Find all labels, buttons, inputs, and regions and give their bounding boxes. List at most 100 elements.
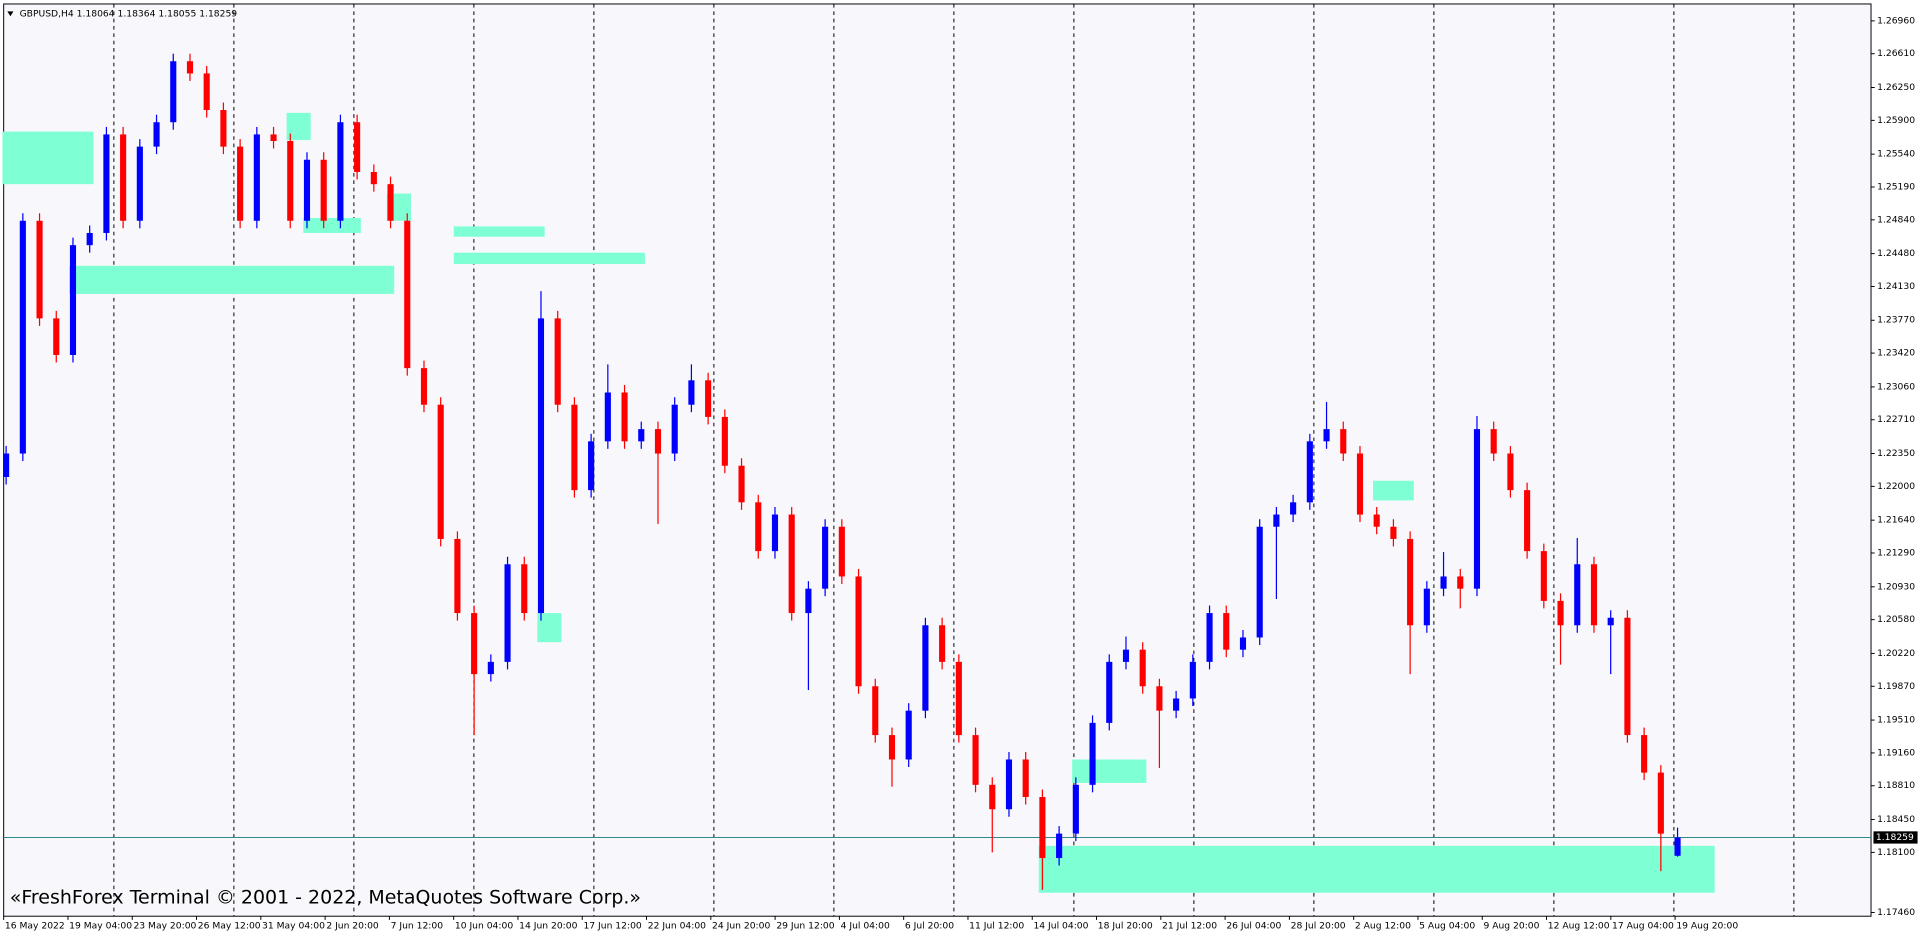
x-tick-label: 6 Jul 20:00 [905, 921, 954, 932]
zone [453, 252, 645, 264]
candle-body [721, 416, 728, 466]
candle-body [487, 661, 494, 675]
candle-body [1206, 613, 1213, 662]
y-tick-label: 1.19870 [1877, 681, 1915, 692]
y-tick-label: 1.18450 [1877, 814, 1915, 825]
chart-title: GBPUSD,H4 1.18064 1.18364 1.18055 1.1825… [20, 8, 238, 19]
candle-body [1189, 661, 1196, 699]
y-tick-label: 1.24130 [1877, 281, 1915, 292]
y-tick-label: 1.23060 [1877, 381, 1915, 392]
candle-body [1373, 514, 1380, 527]
watermark: «FreshForex Terminal © 2001 - 2022, Meta… [10, 886, 641, 908]
candle-body [1641, 735, 1648, 773]
candle-body [1390, 526, 1397, 539]
candle-body [521, 564, 528, 614]
candle-body [654, 429, 662, 454]
x-tick-label: 4 Jul 04:00 [841, 921, 890, 932]
candle-body [1540, 551, 1547, 601]
x-tick-label: 24 Jun 20:00 [712, 921, 770, 932]
x-tick-label: 19 May 04:00 [69, 921, 132, 932]
candle-body [270, 134, 277, 141]
candle-body [1674, 837, 1681, 856]
x-tick-label: 14 Jul 04:00 [1033, 921, 1088, 932]
y-tick-label: 1.26960 [1877, 15, 1915, 26]
candle-body [153, 122, 160, 147]
zone [1373, 480, 1414, 501]
candle-body [1039, 797, 1046, 859]
candle-body [253, 134, 260, 221]
candle-body [1624, 617, 1631, 736]
zone [453, 226, 545, 237]
candle-body [420, 368, 428, 405]
candle-body [1089, 722, 1096, 785]
y-tick-label: 1.20220 [1877, 648, 1915, 659]
candle-body [972, 735, 979, 785]
y-tick-label: 1.23770 [1877, 315, 1915, 326]
x-tick-label: 29 Jun 12:00 [776, 921, 834, 932]
candle-body [203, 73, 210, 111]
y-tick-label: 1.17460 [1877, 907, 1915, 918]
candle-body [571, 404, 578, 491]
candle-body [1072, 784, 1079, 834]
candle-body [771, 514, 779, 552]
candle-body [1574, 564, 1581, 626]
candle-body [237, 146, 244, 221]
candle-body [838, 526, 845, 577]
candle-body [872, 686, 879, 736]
y-tick-label: 1.25540 [1877, 149, 1915, 160]
candle-body [387, 184, 394, 221]
candle-body [1239, 637, 1247, 650]
candle-body [638, 429, 645, 442]
candle-body [1306, 441, 1313, 503]
candle-body [1407, 538, 1414, 626]
x-tick-label: 28 Jul 20:00 [1291, 921, 1346, 932]
zone [1072, 759, 1147, 783]
candle-body [1323, 429, 1330, 442]
x-tick-label: 11 Jul 12:00 [969, 921, 1024, 932]
y-tick-label: 1.22350 [1877, 448, 1915, 459]
price-label: 1.18259 [1876, 832, 1914, 843]
candle-body [504, 564, 511, 662]
candle-body [1106, 661, 1113, 723]
candle-body [805, 588, 812, 614]
candle-body [120, 134, 127, 221]
x-tick-label: 23 May 20:00 [133, 921, 196, 932]
candle-body [404, 220, 411, 369]
candle-body [1139, 649, 1146, 687]
x-tick-label: 26 Jul 04:00 [1226, 921, 1281, 932]
candle-body [1423, 588, 1430, 626]
candle-body [989, 784, 996, 810]
x-tick-label: 2 Aug 12:00 [1355, 921, 1411, 932]
y-tick-label: 1.25900 [1877, 115, 1915, 126]
y-tick-label: 1.20580 [1877, 614, 1915, 625]
candle-body [320, 159, 327, 221]
title-arrow [7, 11, 14, 17]
candle-body [1173, 698, 1180, 711]
x-tick-label: 16 May 2022 [5, 921, 65, 932]
candle-body [36, 220, 43, 319]
candle-body [86, 232, 93, 246]
candle-body [53, 318, 60, 355]
candle-body [537, 318, 545, 614]
layers: 1.26960 1.26610 1.26250 1.25900 1.25540 1.251… [2, 3, 1918, 932]
x-tick-label: 18 Jul 20:00 [1098, 921, 1153, 932]
y-tick-label: 1.24840 [1877, 214, 1915, 225]
candle-body [186, 61, 194, 74]
zone [1038, 845, 1715, 893]
candle-body [755, 502, 762, 552]
y-tick-label: 1.19510 [1877, 715, 1915, 726]
y-tick-label: 1.23420 [1877, 348, 1915, 359]
candle-body [604, 392, 611, 442]
candle-body [1607, 617, 1614, 626]
y-tick-label: 1.22710 [1877, 414, 1915, 425]
candle-body [471, 613, 478, 675]
candle-body [370, 171, 377, 185]
candle-body [1490, 429, 1497, 454]
candle-body [354, 122, 361, 172]
x-tick-label: 7 Jun 12:00 [391, 921, 444, 932]
y-tick-label: 1.24480 [1877, 248, 1915, 259]
x-tick-label: 9 Aug 20:00 [1483, 921, 1539, 932]
x-tick-label: 5 Aug 04:00 [1419, 921, 1475, 932]
